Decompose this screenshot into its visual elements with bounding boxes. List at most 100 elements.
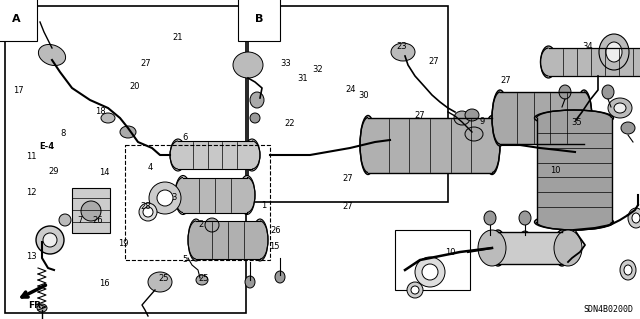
Bar	[196, 221, 260, 259]
Ellipse shape	[422, 264, 438, 280]
Ellipse shape	[478, 230, 506, 266]
Ellipse shape	[608, 98, 632, 118]
Text: 10: 10	[550, 166, 561, 175]
Bar	[125, 145, 270, 260]
Bar	[72, 188, 110, 233]
Bar	[500, 92, 584, 144]
Bar	[5, 6, 246, 313]
Bar	[395, 230, 470, 290]
Ellipse shape	[37, 304, 47, 312]
Text: 32: 32	[312, 65, 323, 74]
Ellipse shape	[415, 257, 445, 287]
Text: 7: 7	[77, 216, 82, 225]
Text: 18: 18	[95, 107, 106, 116]
Text: 20: 20	[129, 82, 140, 91]
Text: 33: 33	[280, 59, 291, 68]
Ellipse shape	[599, 34, 629, 70]
Bar	[536, 118, 611, 222]
Ellipse shape	[250, 92, 264, 108]
Text: A: A	[12, 14, 20, 24]
Text: 31: 31	[298, 74, 308, 83]
Ellipse shape	[407, 282, 423, 298]
Ellipse shape	[520, 231, 530, 243]
Text: 3: 3	[172, 193, 177, 202]
Text: 28: 28	[141, 202, 152, 211]
Text: 26: 26	[93, 216, 104, 225]
Text: 27: 27	[342, 202, 353, 211]
Ellipse shape	[606, 42, 622, 62]
Text: 22: 22	[285, 119, 295, 128]
Text: 9: 9	[480, 117, 485, 126]
Ellipse shape	[484, 211, 496, 225]
Text: 6: 6	[182, 133, 188, 142]
Ellipse shape	[454, 111, 470, 125]
Ellipse shape	[484, 115, 500, 174]
Ellipse shape	[632, 213, 640, 223]
Ellipse shape	[170, 139, 186, 171]
Text: 25: 25	[198, 274, 209, 283]
Ellipse shape	[624, 265, 632, 275]
Ellipse shape	[239, 175, 255, 214]
Text: 15: 15	[269, 242, 279, 251]
Ellipse shape	[465, 127, 483, 141]
Bar	[548, 48, 640, 76]
Ellipse shape	[149, 182, 181, 214]
Ellipse shape	[621, 122, 635, 134]
Text: 19: 19	[118, 239, 129, 248]
Bar	[183, 177, 247, 212]
Ellipse shape	[250, 113, 260, 123]
Ellipse shape	[252, 219, 268, 261]
Text: 26: 26	[271, 226, 282, 235]
Text: 4: 4	[147, 163, 152, 172]
Text: 16: 16	[99, 279, 110, 288]
Ellipse shape	[534, 110, 614, 126]
Ellipse shape	[554, 230, 570, 266]
Ellipse shape	[576, 90, 592, 146]
Ellipse shape	[43, 233, 57, 247]
Text: E-4: E-4	[40, 142, 55, 151]
Text: 27: 27	[500, 76, 511, 85]
Text: 35: 35	[571, 118, 582, 127]
Text: 34: 34	[582, 42, 593, 51]
Bar	[498, 232, 562, 264]
Ellipse shape	[559, 85, 571, 99]
Ellipse shape	[275, 271, 285, 283]
Ellipse shape	[233, 52, 263, 78]
Text: 21: 21	[173, 33, 183, 42]
Ellipse shape	[244, 139, 260, 171]
Ellipse shape	[492, 90, 508, 146]
Text: SDN4B0200D: SDN4B0200D	[584, 305, 634, 314]
Ellipse shape	[188, 219, 204, 261]
Ellipse shape	[541, 46, 557, 78]
Text: 24: 24	[346, 85, 356, 94]
Text: 1: 1	[261, 201, 266, 210]
Text: 27: 27	[415, 111, 426, 120]
Bar	[248, 6, 448, 202]
Ellipse shape	[38, 44, 65, 65]
Bar	[178, 141, 252, 169]
Ellipse shape	[628, 208, 640, 228]
Ellipse shape	[205, 218, 219, 232]
Text: 11: 11	[26, 152, 36, 161]
Ellipse shape	[614, 103, 626, 113]
Text: FR.: FR.	[28, 301, 44, 310]
Text: 2: 2	[198, 220, 204, 229]
Ellipse shape	[36, 226, 64, 254]
Ellipse shape	[143, 207, 153, 217]
Ellipse shape	[534, 214, 614, 230]
Text: 14: 14	[99, 168, 109, 177]
Text: 5: 5	[182, 256, 188, 264]
Ellipse shape	[602, 85, 614, 99]
Ellipse shape	[620, 260, 636, 280]
Ellipse shape	[120, 126, 136, 138]
Text: 23: 23	[397, 42, 408, 51]
Ellipse shape	[519, 211, 531, 225]
Ellipse shape	[391, 43, 415, 61]
Ellipse shape	[175, 175, 191, 214]
Text: 25: 25	[159, 274, 169, 283]
Text: 30: 30	[358, 91, 369, 100]
Text: 27: 27	[429, 57, 440, 66]
Text: 27: 27	[342, 174, 353, 183]
Text: 13: 13	[26, 252, 36, 261]
Ellipse shape	[485, 231, 495, 243]
